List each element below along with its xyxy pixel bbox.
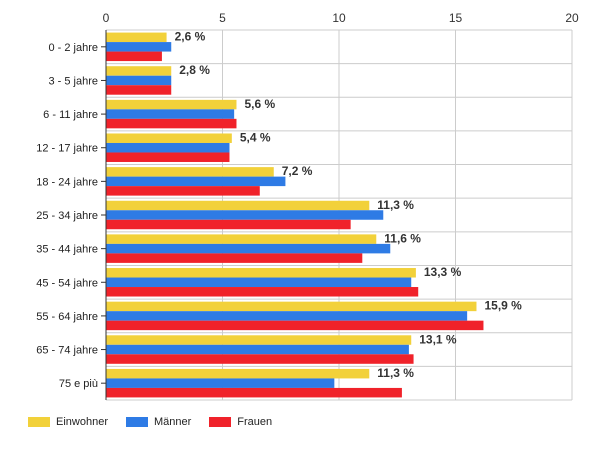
- data-label: 7,2 %: [282, 164, 313, 178]
- x-tick-label: 10: [332, 11, 346, 25]
- data-label: 5,4 %: [240, 130, 271, 144]
- bar-mnner: [106, 75, 172, 86]
- y-tick-label: 65 - 74 jahre: [36, 345, 98, 357]
- x-tick-label: 5: [219, 11, 226, 25]
- bar-mnner: [106, 243, 391, 254]
- y-tick-label: 3 - 5 jahre: [48, 75, 98, 87]
- data-label: 13,1 %: [419, 332, 457, 346]
- legend-swatch-maenner: [125, 417, 148, 427]
- bar-frauen: [106, 387, 402, 398]
- data-label: 2,8 %: [179, 63, 210, 77]
- bar-frauen: [106, 354, 414, 364]
- bar-einwohner: [106, 167, 274, 177]
- bar-mnner: [106, 378, 335, 388]
- bar-mnner: [106, 277, 412, 288]
- bar-einwohner: [106, 368, 370, 379]
- bar-einwohner: [106, 200, 370, 211]
- bar-mnner: [106, 311, 468, 321]
- bar-einwohner: [106, 66, 172, 76]
- bar-mnner: [106, 210, 384, 220]
- bar-einwohner: [106, 32, 167, 43]
- data-label: 11,6 %: [384, 231, 421, 245]
- data-label: 13,3 %: [424, 265, 462, 279]
- data-label: 15,9 %: [484, 299, 522, 313]
- bar-einwohner: [106, 99, 237, 110]
- data-label: 11,3 %: [377, 366, 414, 380]
- bar-frauen: [106, 320, 484, 331]
- x-tick-label: 0: [103, 11, 110, 25]
- bar-frauen: [106, 51, 162, 62]
- bar-einwohner: [106, 234, 377, 244]
- x-tick-label: 15: [449, 11, 463, 25]
- y-tick-label: 0 - 2 jahre: [48, 42, 98, 54]
- legend-label-einwohner: Einwohner: [56, 416, 108, 428]
- bar-frauen: [106, 287, 419, 297]
- bar-einwohner: [106, 335, 412, 345]
- y-tick-label: 75 e più: [59, 378, 98, 390]
- bar-frauen: [106, 118, 237, 129]
- bar-frauen: [106, 85, 172, 95]
- bar-einwohner: [106, 133, 232, 143]
- bar-einwohner: [106, 301, 477, 312]
- bar-mnner: [106, 142, 230, 153]
- data-label: 11,3 %: [377, 198, 414, 212]
- bar-mnner: [106, 344, 409, 355]
- data-label: 5,6 %: [244, 97, 275, 111]
- legend-label-frauen: Frauen: [237, 416, 273, 428]
- bar-frauen: [106, 219, 351, 230]
- data-label: 2,6 %: [175, 30, 206, 44]
- x-tick-label: 20: [565, 11, 579, 25]
- bar-einwohner: [106, 268, 416, 278]
- legend-item-einwohner: Einwohner: [28, 416, 108, 428]
- legend-item-frauen: Frauen: [209, 416, 272, 428]
- y-tick-label: 6 - 11 jahre: [43, 109, 98, 121]
- y-tick-label: 45 - 54 jahre: [36, 277, 98, 289]
- y-tick-label: 12 - 17 jahre: [36, 143, 98, 155]
- bar-mnner: [106, 176, 286, 187]
- y-tick-label: 18 - 24 jahre: [36, 176, 98, 188]
- y-tick-label: 35 - 44 jahre: [36, 244, 98, 256]
- legend-swatch-einwohner: [28, 417, 50, 427]
- chart-legend: Einwohner Männer Frauen: [28, 416, 272, 428]
- y-tick-label: 25 - 34 jahre: [36, 210, 98, 222]
- legend-swatch-frauen: [209, 417, 232, 427]
- y-tick-label: 55 - 64 jahre: [36, 311, 98, 323]
- legend-item-maenner: Männer: [125, 416, 192, 428]
- bar-frauen: [106, 152, 230, 162]
- bar-mnner: [106, 109, 235, 119]
- bar-frauen: [106, 253, 363, 263]
- bar-mnner: [106, 42, 172, 52]
- bar-frauen: [106, 186, 260, 196]
- legend-label-maenner: Männer: [153, 416, 192, 428]
